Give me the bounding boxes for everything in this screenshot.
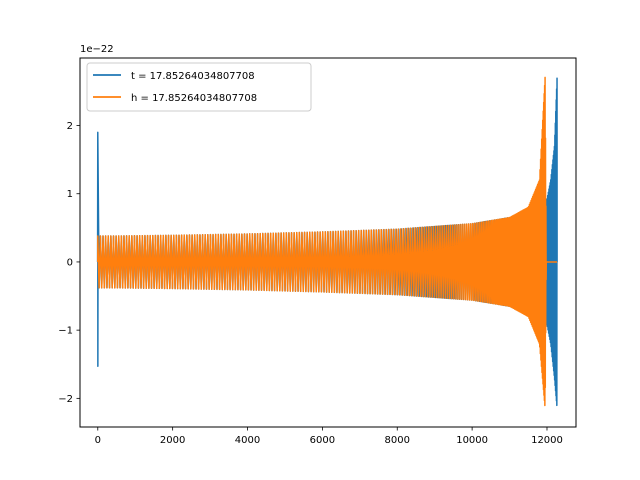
y-tick-label: −2: [58, 394, 73, 405]
y-scale-label: 1e−22: [80, 44, 114, 55]
y-tick-label: 2: [67, 121, 73, 132]
x-axis: 0 2000 4000 6000 8000 10000 12000: [95, 427, 563, 446]
y-axis: −2 −1 0 1 2: [58, 121, 80, 405]
x-tick-label: 4000: [235, 435, 260, 446]
series-layer: [96, 76, 558, 407]
x-tick-label: 6000: [310, 435, 335, 446]
x-tick-label: 10000: [456, 435, 488, 446]
legend-frame: [86, 62, 312, 112]
legend-label-h: h = 17.85264034807708: [131, 93, 257, 104]
legend-label-t: t = 17.85264034807708: [131, 71, 255, 82]
y-tick-label: 1: [67, 189, 73, 200]
y-tick-label: −1: [58, 326, 73, 337]
series-line-h: [97, 76, 558, 407]
x-tick-label: 2000: [160, 435, 185, 446]
legend: t = 17.85264034807708 h = 17.85264034807…: [86, 62, 312, 112]
x-tick-label: 0: [95, 435, 101, 446]
x-tick-label: 12000: [531, 435, 563, 446]
plot-area-frame: [79, 57, 577, 428]
y-tick-label: 0: [67, 257, 73, 268]
x-tick-label: 8000: [385, 435, 410, 446]
